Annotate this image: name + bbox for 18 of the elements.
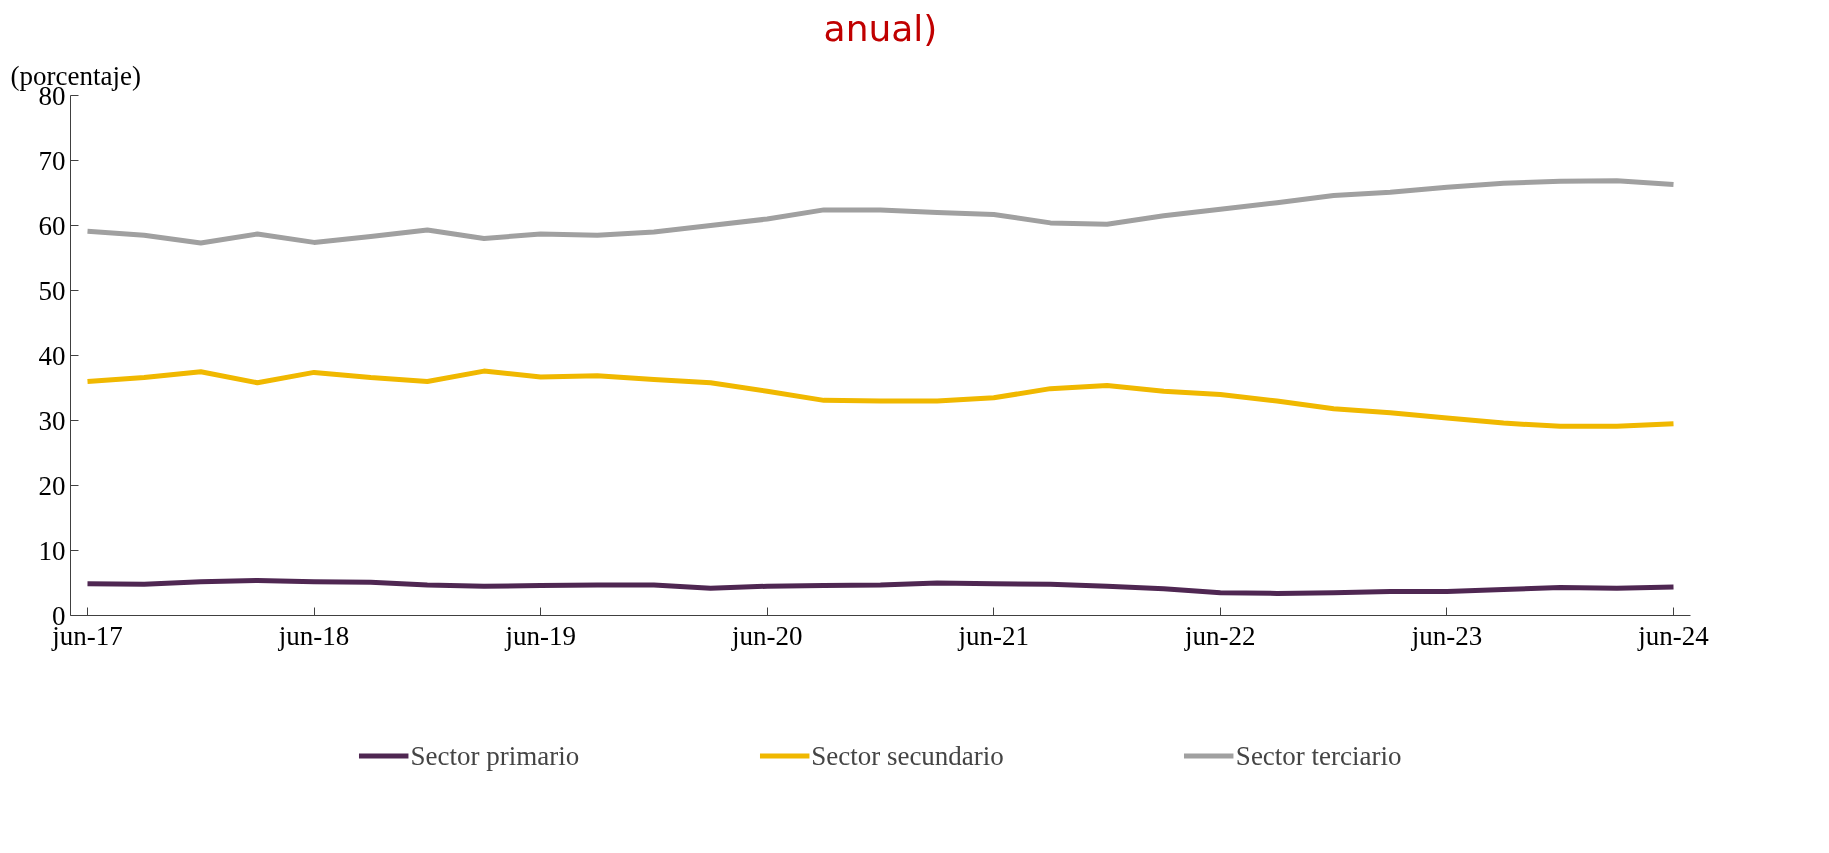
chart-title: anual) <box>823 7 938 49</box>
y-tick-label: 30 <box>38 405 66 436</box>
x-tick-label: jun-22 <box>1184 620 1256 651</box>
y-tick-label: 60 <box>38 210 66 241</box>
y-tick-label: 40 <box>38 340 66 371</box>
legend-label: Sector primario <box>410 740 580 771</box>
y-tick-label: 70 <box>38 145 66 176</box>
legend-label: Sector terciario <box>1235 740 1402 771</box>
y-tick-label: 10 <box>38 535 66 566</box>
y-tick-label: 20 <box>38 470 66 501</box>
y-tick-label: 50 <box>38 275 66 306</box>
x-tick-label: jun-23 <box>1410 620 1483 651</box>
x-tick-label: jun-24 <box>1637 620 1710 651</box>
x-tick-label: jun-21 <box>957 620 1030 651</box>
x-tick-label: jun-18 <box>277 620 350 651</box>
x-tick-label: jun-19 <box>504 620 576 651</box>
x-tick-label: jun-20 <box>730 620 803 651</box>
legend-label: Sector secundario <box>811 740 1004 771</box>
